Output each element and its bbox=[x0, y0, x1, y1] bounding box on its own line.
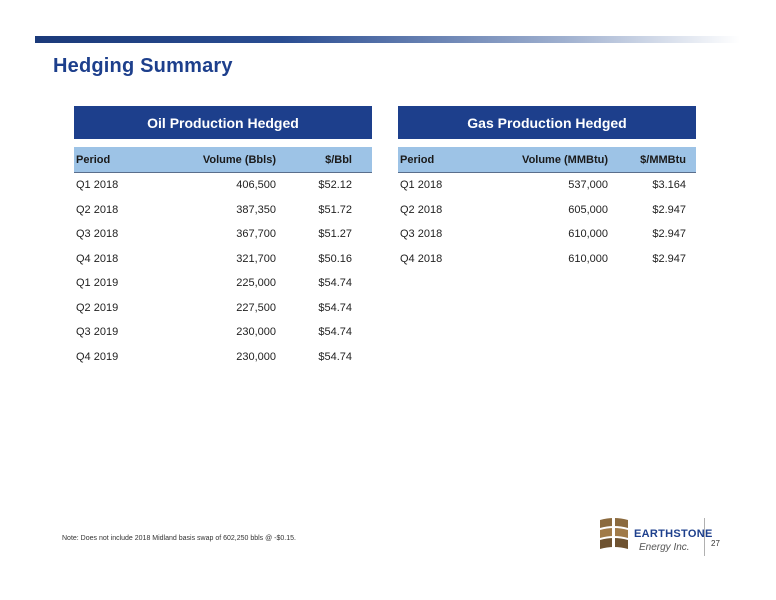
gas-table-heading: Gas Production Hedged bbox=[398, 106, 696, 139]
cell-price: $2.947 bbox=[652, 252, 686, 265]
cell-price: $2.947 bbox=[652, 203, 686, 216]
table-row: Q1 2018 537,000 $3.164 bbox=[398, 173, 696, 198]
footnote: Note: Does not include 2018 Midland basi… bbox=[62, 535, 296, 542]
gas-hedge-table: Gas Production Hedged Period Volume (MMB… bbox=[398, 106, 696, 271]
logo-divider bbox=[704, 518, 705, 556]
cell-period: Q2 2018 bbox=[400, 203, 443, 216]
cell-period: Q1 2018 bbox=[400, 179, 443, 192]
oil-table-heading: Oil Production Hedged bbox=[74, 106, 372, 139]
column-header-price: $/Bbl bbox=[325, 153, 352, 166]
cell-period: Q3 2018 bbox=[400, 228, 443, 241]
cell-price: $54.74 bbox=[318, 277, 352, 290]
cell-period: Q1 2018 bbox=[76, 179, 119, 192]
table-row: Q2 2018 605,000 $2.947 bbox=[398, 198, 696, 223]
table-row: Q2 2019 227,500 $54.74 bbox=[74, 296, 372, 321]
cell-period: Q4 2018 bbox=[400, 252, 443, 265]
cell-price: $51.72 bbox=[318, 203, 352, 216]
cell-period: Q1 2019 bbox=[76, 277, 119, 290]
page-title: Hedging Summary bbox=[53, 55, 233, 77]
table-row: Q4 2019 230,000 $54.74 bbox=[74, 345, 372, 370]
cell-volume: 387,350 bbox=[236, 203, 276, 216]
top-accent-bar bbox=[35, 36, 740, 43]
cell-price: $54.74 bbox=[318, 301, 352, 314]
table-row: Q1 2019 225,000 $54.74 bbox=[74, 271, 372, 296]
cell-volume: 367,700 bbox=[236, 228, 276, 241]
column-header-period: Period bbox=[76, 153, 111, 166]
table-row: Q4 2018 321,700 $50.16 bbox=[74, 247, 372, 272]
cell-period: Q2 2018 bbox=[76, 203, 119, 216]
cell-price: $54.74 bbox=[318, 350, 352, 363]
cell-price: $52.12 bbox=[318, 179, 352, 192]
column-header-period: Period bbox=[400, 153, 435, 166]
table-row: Q2 2018 387,350 $51.72 bbox=[74, 198, 372, 223]
table-row: Q4 2018 610,000 $2.947 bbox=[398, 247, 696, 272]
column-header-price: $/MMBtu bbox=[640, 153, 686, 166]
cell-period: Q3 2018 bbox=[76, 228, 119, 241]
cell-price: $2.947 bbox=[652, 228, 686, 241]
company-logo: EARTHSTONE Energy Inc. bbox=[597, 516, 712, 556]
logo-company-name: EARTHSTONE bbox=[634, 528, 713, 540]
cell-volume: 610,000 bbox=[568, 228, 608, 241]
column-header-volume: Volume (MMBtu) bbox=[522, 153, 608, 166]
cell-price: $54.74 bbox=[318, 326, 352, 339]
cell-period: Q2 2019 bbox=[76, 301, 119, 314]
oil-hedge-table: Oil Production Hedged Period Volume (Bbl… bbox=[74, 106, 372, 369]
page-number: 27 bbox=[711, 539, 720, 548]
cell-volume: 406,500 bbox=[236, 179, 276, 192]
table-row: Q3 2018 367,700 $51.27 bbox=[74, 222, 372, 247]
oil-table-header: Period Volume (Bbls) $/Bbl bbox=[74, 147, 372, 173]
cell-period: Q4 2019 bbox=[76, 350, 119, 363]
cell-price: $3.164 bbox=[652, 179, 686, 192]
cell-period: Q3 2019 bbox=[76, 326, 119, 339]
table-row: Q3 2018 610,000 $2.947 bbox=[398, 222, 696, 247]
logo-company-sub: Energy Inc. bbox=[639, 542, 690, 553]
table-row: Q3 2019 230,000 $54.74 bbox=[74, 320, 372, 345]
cell-volume: 605,000 bbox=[568, 203, 608, 216]
column-header-volume: Volume (Bbls) bbox=[202, 153, 276, 166]
earthstone-logo-mark-icon bbox=[600, 518, 628, 550]
cell-volume: 321,700 bbox=[236, 252, 276, 265]
cell-period: Q4 2018 bbox=[76, 252, 119, 265]
cell-volume: 230,000 bbox=[236, 326, 276, 339]
cell-price: $50.16 bbox=[318, 252, 352, 265]
cell-volume: 537,000 bbox=[568, 179, 608, 192]
cell-volume: 225,000 bbox=[236, 277, 276, 290]
cell-volume: 610,000 bbox=[568, 252, 608, 265]
cell-volume: 227,500 bbox=[236, 301, 276, 314]
table-row: Q1 2018 406,500 $52.12 bbox=[74, 173, 372, 198]
cell-volume: 230,000 bbox=[236, 350, 276, 363]
gas-table-header: Period Volume (MMBtu) $/MMBtu bbox=[398, 147, 696, 173]
cell-price: $51.27 bbox=[318, 228, 352, 241]
